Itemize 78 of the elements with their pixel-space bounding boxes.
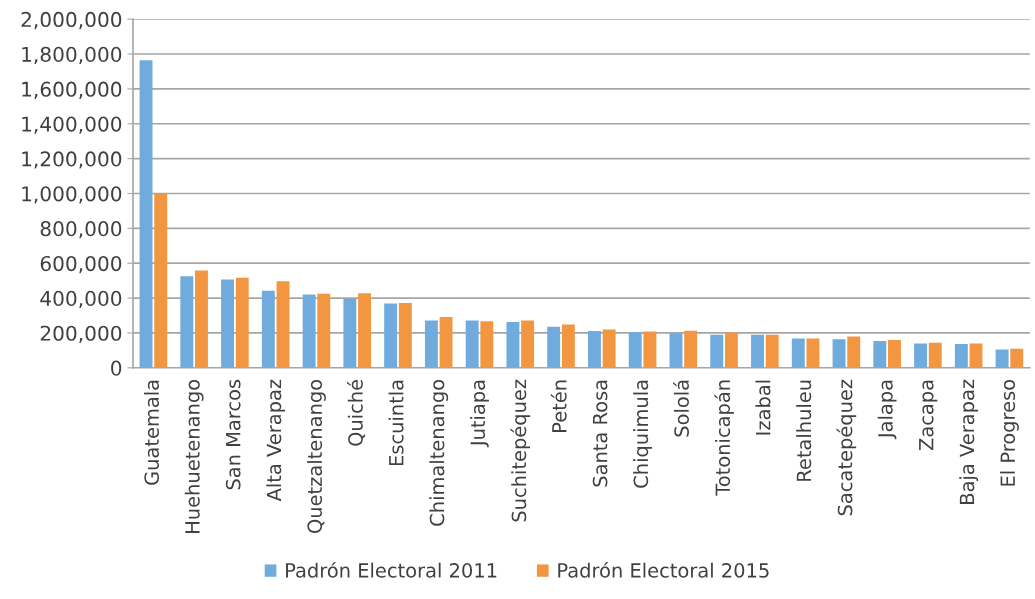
bar bbox=[628, 332, 642, 368]
x-tick-label: Guatemala bbox=[143, 380, 160, 485]
bar bbox=[928, 342, 942, 368]
y-tick-label: 1,000,000 bbox=[22, 186, 122, 204]
bar bbox=[465, 320, 479, 368]
bar bbox=[888, 339, 901, 368]
bar bbox=[751, 334, 764, 368]
bar bbox=[669, 333, 683, 368]
x-tick-label: Escuintla bbox=[388, 380, 404, 466]
y-tick-label: 1,600,000 bbox=[22, 81, 122, 99]
x-tick-label: Baja Verapaz bbox=[959, 379, 979, 504]
bar bbox=[547, 326, 561, 368]
legend-label: Padrón Electoral 2015 bbox=[558, 561, 769, 578]
bar bbox=[480, 321, 494, 368]
y-tick-label: 0 bbox=[111, 360, 122, 376]
bar bbox=[317, 293, 331, 368]
bar bbox=[791, 338, 805, 368]
y-tick-label: 600,000 bbox=[40, 255, 122, 274]
bar bbox=[765, 334, 779, 368]
legend-label: Padrón Electoral 2011 bbox=[286, 561, 497, 578]
bar bbox=[806, 338, 820, 368]
bar bbox=[221, 279, 235, 368]
x-tick-label: El Progreso bbox=[1000, 379, 1019, 486]
bar bbox=[643, 331, 657, 368]
bar bbox=[154, 193, 168, 368]
x-tick-label: Retalhuleu bbox=[796, 380, 812, 481]
bar bbox=[424, 320, 438, 368]
x-tick-label: Sololá bbox=[673, 380, 689, 437]
x-tick-label: San Marcos bbox=[225, 379, 241, 490]
y-tick-label: 800,000 bbox=[40, 221, 122, 239]
x-tick-label: Zacapa bbox=[919, 380, 938, 451]
bar bbox=[684, 330, 698, 368]
bar bbox=[384, 303, 398, 368]
bar bbox=[914, 343, 928, 368]
bar bbox=[724, 332, 738, 368]
bar bbox=[710, 334, 724, 368]
bar bbox=[235, 277, 249, 368]
bar bbox=[180, 276, 194, 368]
bar bbox=[1010, 348, 1024, 368]
x-tick-label: Quiché bbox=[347, 379, 366, 446]
bar bbox=[195, 270, 208, 368]
bar bbox=[439, 316, 453, 368]
x-tick-label: Izabal bbox=[755, 380, 771, 435]
y-tick-label: 400,000 bbox=[40, 290, 122, 309]
bar bbox=[521, 320, 535, 368]
bar bbox=[832, 339, 846, 368]
x-tick-label: Chiquimula bbox=[633, 380, 652, 488]
bar bbox=[602, 329, 616, 368]
bar bbox=[139, 60, 153, 368]
x-tick-label: Huehuetenango bbox=[184, 379, 204, 533]
x-tick-label: Petén bbox=[550, 380, 567, 432]
bar bbox=[954, 343, 968, 368]
bar bbox=[561, 324, 575, 368]
y-tick-label: 1,200,000 bbox=[22, 151, 122, 169]
x-tick-label: Sacatepéquez bbox=[836, 379, 857, 516]
bar bbox=[847, 336, 861, 368]
bar bbox=[358, 293, 371, 368]
bar bbox=[261, 290, 275, 368]
bar bbox=[873, 340, 887, 368]
bar bbox=[506, 321, 520, 368]
x-tick-label: Jutiapa bbox=[470, 380, 489, 448]
bar bbox=[302, 294, 316, 368]
bar bbox=[995, 349, 1009, 368]
bar bbox=[343, 298, 357, 368]
x-tick-label: Jalapa bbox=[877, 380, 897, 440]
x-tick-label: Quetzaltenango bbox=[307, 379, 326, 533]
x-tick-label: Totonicapán bbox=[714, 380, 734, 496]
y-tick-label: 1,400,000 bbox=[22, 116, 122, 134]
x-tick-label: Suchitepéquez bbox=[510, 379, 531, 522]
y-tick-label: 1,800,000 bbox=[22, 46, 122, 65]
bar bbox=[276, 281, 290, 368]
x-tick-label: Chimaltenango bbox=[429, 379, 449, 526]
x-tick-label: Santa Rosa bbox=[592, 380, 608, 487]
bar bbox=[588, 331, 601, 368]
y-tick-label: 2,000,000 bbox=[21, 11, 122, 30]
y-tick-label: 200,000 bbox=[40, 325, 122, 343]
x-tick-label: Alta Verapaz bbox=[266, 379, 286, 502]
bar bbox=[398, 303, 412, 368]
